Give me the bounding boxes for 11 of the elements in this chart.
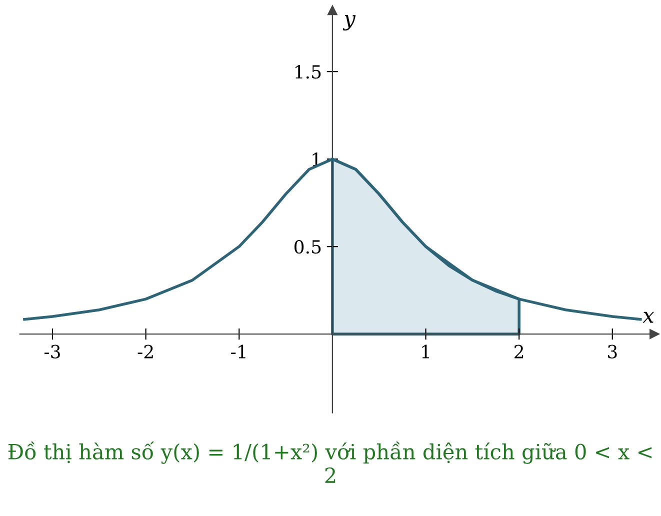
- x-tick-label: 1: [422, 344, 429, 358]
- x-tick-label: 3: [608, 344, 617, 358]
- x-tick-label: -3: [44, 344, 60, 358]
- x-tick-label: -2: [138, 344, 153, 358]
- y-axis-title: y: [342, 15, 356, 30]
- y-tick-label: 1.5: [296, 65, 321, 79]
- x-axis-title: x: [642, 312, 654, 323]
- y-tick-label: 0.5: [294, 240, 321, 254]
- x-tick-label: -1: [231, 344, 246, 358]
- text: Đồ thị hàm số y(x) = 1/(1+x²) với phần diện tích giữa 0 < x < 2: [8, 442, 652, 483]
- x-tick-label: 2: [514, 344, 524, 358]
